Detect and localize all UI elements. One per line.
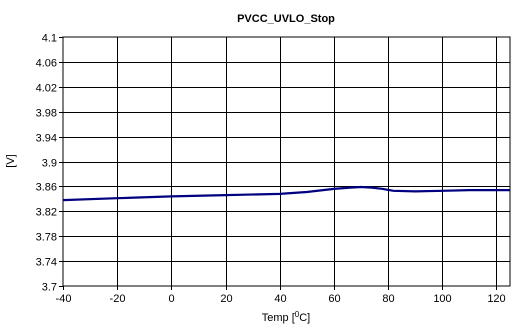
x-tick-label: -40 — [56, 293, 72, 305]
x-axis-label: Temp [0C] — [262, 310, 310, 324]
x-tick-label: 120 — [487, 293, 505, 305]
y-tick-label: 3.7 — [42, 282, 57, 294]
plot-area — [62, 36, 511, 287]
y-tick-label: 4.1 — [42, 33, 57, 45]
x-tick-label: 60 — [328, 293, 340, 305]
x-tick-label: -20 — [110, 293, 126, 305]
y-tick-label: 3.94 — [36, 133, 57, 145]
y-axis-label: [V] — [5, 154, 17, 167]
y-tick-label: 4.06 — [36, 58, 57, 70]
y-tick-label: 3.78 — [36, 232, 57, 244]
chart-title: PVCC_UVLO_Stop — [237, 13, 335, 25]
y-tick-label: 3.74 — [36, 257, 57, 269]
x-tick-label: 0 — [168, 293, 174, 305]
x-axis-label-superscript: 0 — [295, 310, 300, 319]
x-tick-label: 80 — [382, 293, 394, 305]
x-tick-label: 100 — [433, 293, 451, 305]
y-tick-label: 4.02 — [36, 83, 57, 95]
y-tick-label: 3.82 — [36, 207, 57, 219]
x-axis-label-end: C] — [299, 312, 310, 324]
y-tick-label: 3.98 — [36, 108, 57, 120]
x-axis-label-start: Temp [ — [262, 312, 295, 324]
y-tick-label: 3.86 — [36, 182, 57, 194]
series-line — [62, 185, 510, 202]
x-tick-label: 20 — [220, 293, 232, 305]
y-tick-label: 3.9 — [42, 158, 57, 170]
x-tick-label: 40 — [274, 293, 286, 305]
